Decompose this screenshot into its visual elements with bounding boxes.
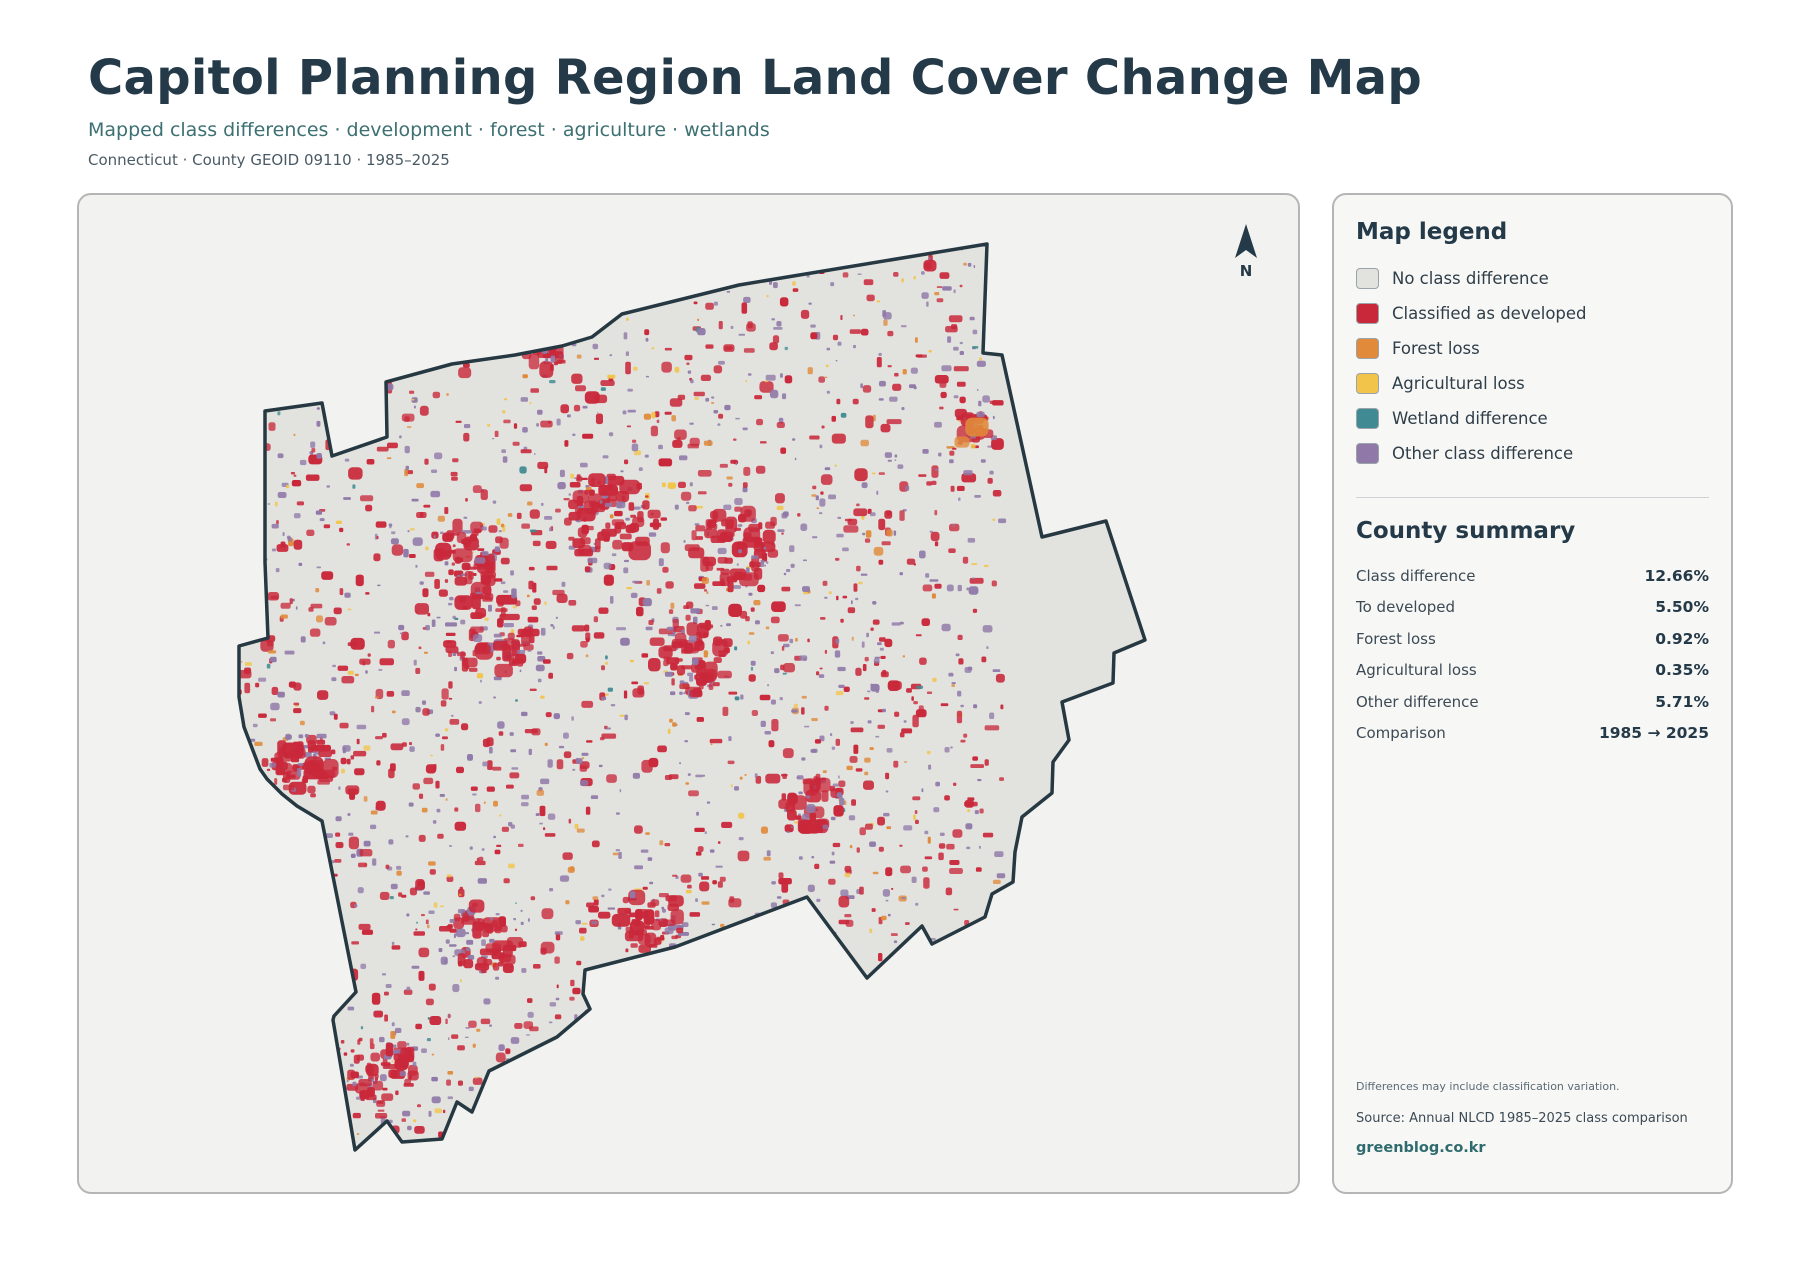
legend-swatch (1356, 268, 1379, 289)
north-label: N (1239, 262, 1253, 280)
summary-value: 0.35% (1655, 661, 1709, 680)
legend-heading: Map legend (1356, 219, 1508, 245)
page-meta: Connecticut · County GEOID 09110 · 1985–… (88, 151, 450, 169)
page-subtitle: Mapped class differences · development ·… (88, 119, 770, 141)
summary-row: To developed 5.50% (1356, 592, 1709, 624)
brand-link[interactable]: greenblog.co.kr (1356, 1140, 1486, 1156)
change-map[interactable] (79, 195, 1300, 1194)
legend-swatch (1356, 373, 1379, 394)
county-boundary (237, 242, 1147, 1152)
legend-label: Agricultural loss (1392, 374, 1525, 393)
legend-label: Other class difference (1392, 444, 1574, 463)
legend-item: Agricultural loss (1356, 366, 1709, 401)
side-panel: Map legend No class difference Classifie… (1332, 193, 1733, 1194)
legend-label: Forest loss (1392, 339, 1480, 358)
panel-divider (1356, 497, 1709, 498)
summary-value: 1985 → 2025 (1598, 724, 1709, 743)
caveat-note: Differences may include classification v… (1356, 1080, 1620, 1093)
summary-label: Forest loss (1356, 629, 1436, 648)
summary-value: 5.50% (1655, 598, 1709, 617)
source-note: Source: Annual NLCD 1985–2025 class comp… (1356, 1111, 1688, 1126)
panel-notes: Differences may include classification v… (1356, 1080, 1716, 1156)
page-title: Capitol Planning Region Land Cover Chang… (88, 50, 1423, 106)
legend-label: Wetland difference (1392, 409, 1548, 428)
change-patches (239, 246, 1007, 1138)
summary-row: Agricultural loss 0.35% (1356, 655, 1709, 687)
summary-label: Class difference (1356, 566, 1476, 585)
legend-item: Other class difference (1356, 436, 1709, 471)
legend-swatch (1356, 443, 1379, 464)
page-header: Capitol Planning Region Land Cover Chang… (88, 44, 1588, 170)
summary-row: Other difference 5.71% (1356, 686, 1709, 718)
summary-value: 12.66% (1644, 566, 1709, 585)
legend-item: Forest loss (1356, 331, 1709, 366)
legend-label: Classified as developed (1392, 304, 1587, 323)
summary-row: Forest loss 0.92% (1356, 623, 1709, 655)
north-arrow-icon (1235, 224, 1257, 258)
summary-row: Comparison 1985 → 2025 (1356, 718, 1709, 750)
summary-label: To developed (1356, 598, 1456, 617)
legend-swatch (1356, 408, 1379, 429)
legend-list: No class difference Classified as develo… (1356, 261, 1709, 471)
summary-label: Comparison (1356, 724, 1446, 743)
legend-item: Classified as developed (1356, 296, 1709, 331)
legend-swatch (1356, 338, 1379, 359)
legend-label: No class difference (1392, 269, 1549, 288)
summary-label: Other difference (1356, 692, 1479, 711)
summary-heading: County summary (1356, 518, 1576, 544)
north-arrow: N (1226, 222, 1266, 286)
summary-label: Agricultural loss (1356, 661, 1477, 680)
summary-row: Class difference 12.66% (1356, 560, 1709, 592)
summary-table: Class difference 12.66% To developed 5.5… (1356, 560, 1709, 749)
legend-swatch (1356, 303, 1379, 324)
legend-item: Wetland difference (1356, 401, 1709, 436)
map-panel[interactable] (77, 193, 1300, 1194)
summary-value: 0.92% (1655, 629, 1709, 648)
summary-value: 5.71% (1655, 692, 1709, 711)
legend-item: No class difference (1356, 261, 1709, 296)
